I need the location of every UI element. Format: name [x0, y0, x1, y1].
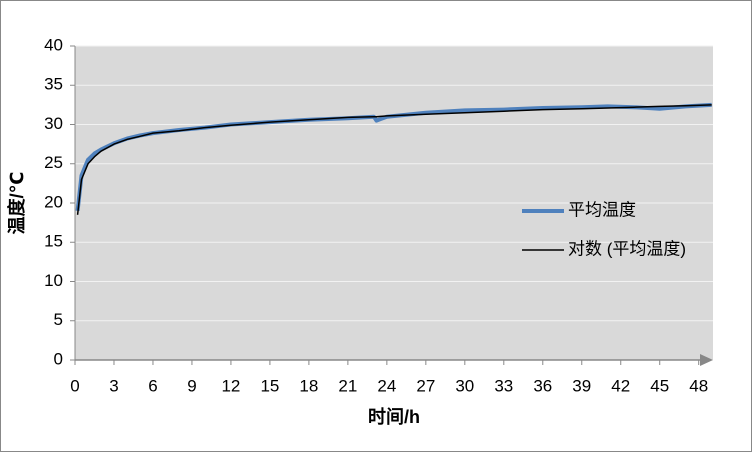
x-tick-label: 18	[299, 376, 318, 395]
y-tick-label: 10	[44, 271, 63, 290]
x-tick-label: 33	[494, 376, 513, 395]
y-tick-label: 40	[44, 35, 63, 54]
x-tick-label: 39	[572, 376, 591, 395]
x-tick-label: 45	[650, 376, 669, 395]
x-tick-label: 15	[260, 376, 279, 395]
series-line	[76, 104, 712, 215]
x-tick-label: 36	[533, 376, 552, 395]
x-tick-label: 21	[338, 376, 357, 395]
y-tick-label: 20	[44, 192, 63, 211]
x-tick-label: 9	[187, 376, 196, 395]
x-tick-label: 0	[70, 376, 79, 395]
y-tick-label: 35	[44, 75, 63, 94]
x-tick-label: 6	[148, 376, 157, 395]
x-tick-label: 30	[455, 376, 474, 395]
x-tick-label: 27	[416, 376, 435, 395]
x-tick-label: 24	[377, 376, 396, 395]
plot-lines	[75, 102, 712, 215]
x-tick-label: 48	[689, 376, 708, 395]
y-tick-label: 30	[44, 114, 63, 133]
x-tick-label: 42	[611, 376, 630, 395]
legend-label: 对数 (平均温度)	[568, 239, 686, 258]
y-axis-title: 温度/℃	[6, 172, 27, 235]
y-tick-label: 15	[44, 232, 63, 251]
x-tick-label: 12	[221, 376, 240, 395]
y-tick-label: 0	[54, 349, 63, 368]
legend-label: 平均温度	[568, 200, 636, 219]
grid	[75, 45, 713, 361]
y-tick-label: 5	[54, 310, 63, 329]
x-axis-arrow	[700, 354, 713, 366]
x-tick-label: 3	[109, 376, 118, 395]
y-tick-label: 25	[44, 153, 63, 172]
x-axis-title: 时间/h	[368, 407, 420, 427]
